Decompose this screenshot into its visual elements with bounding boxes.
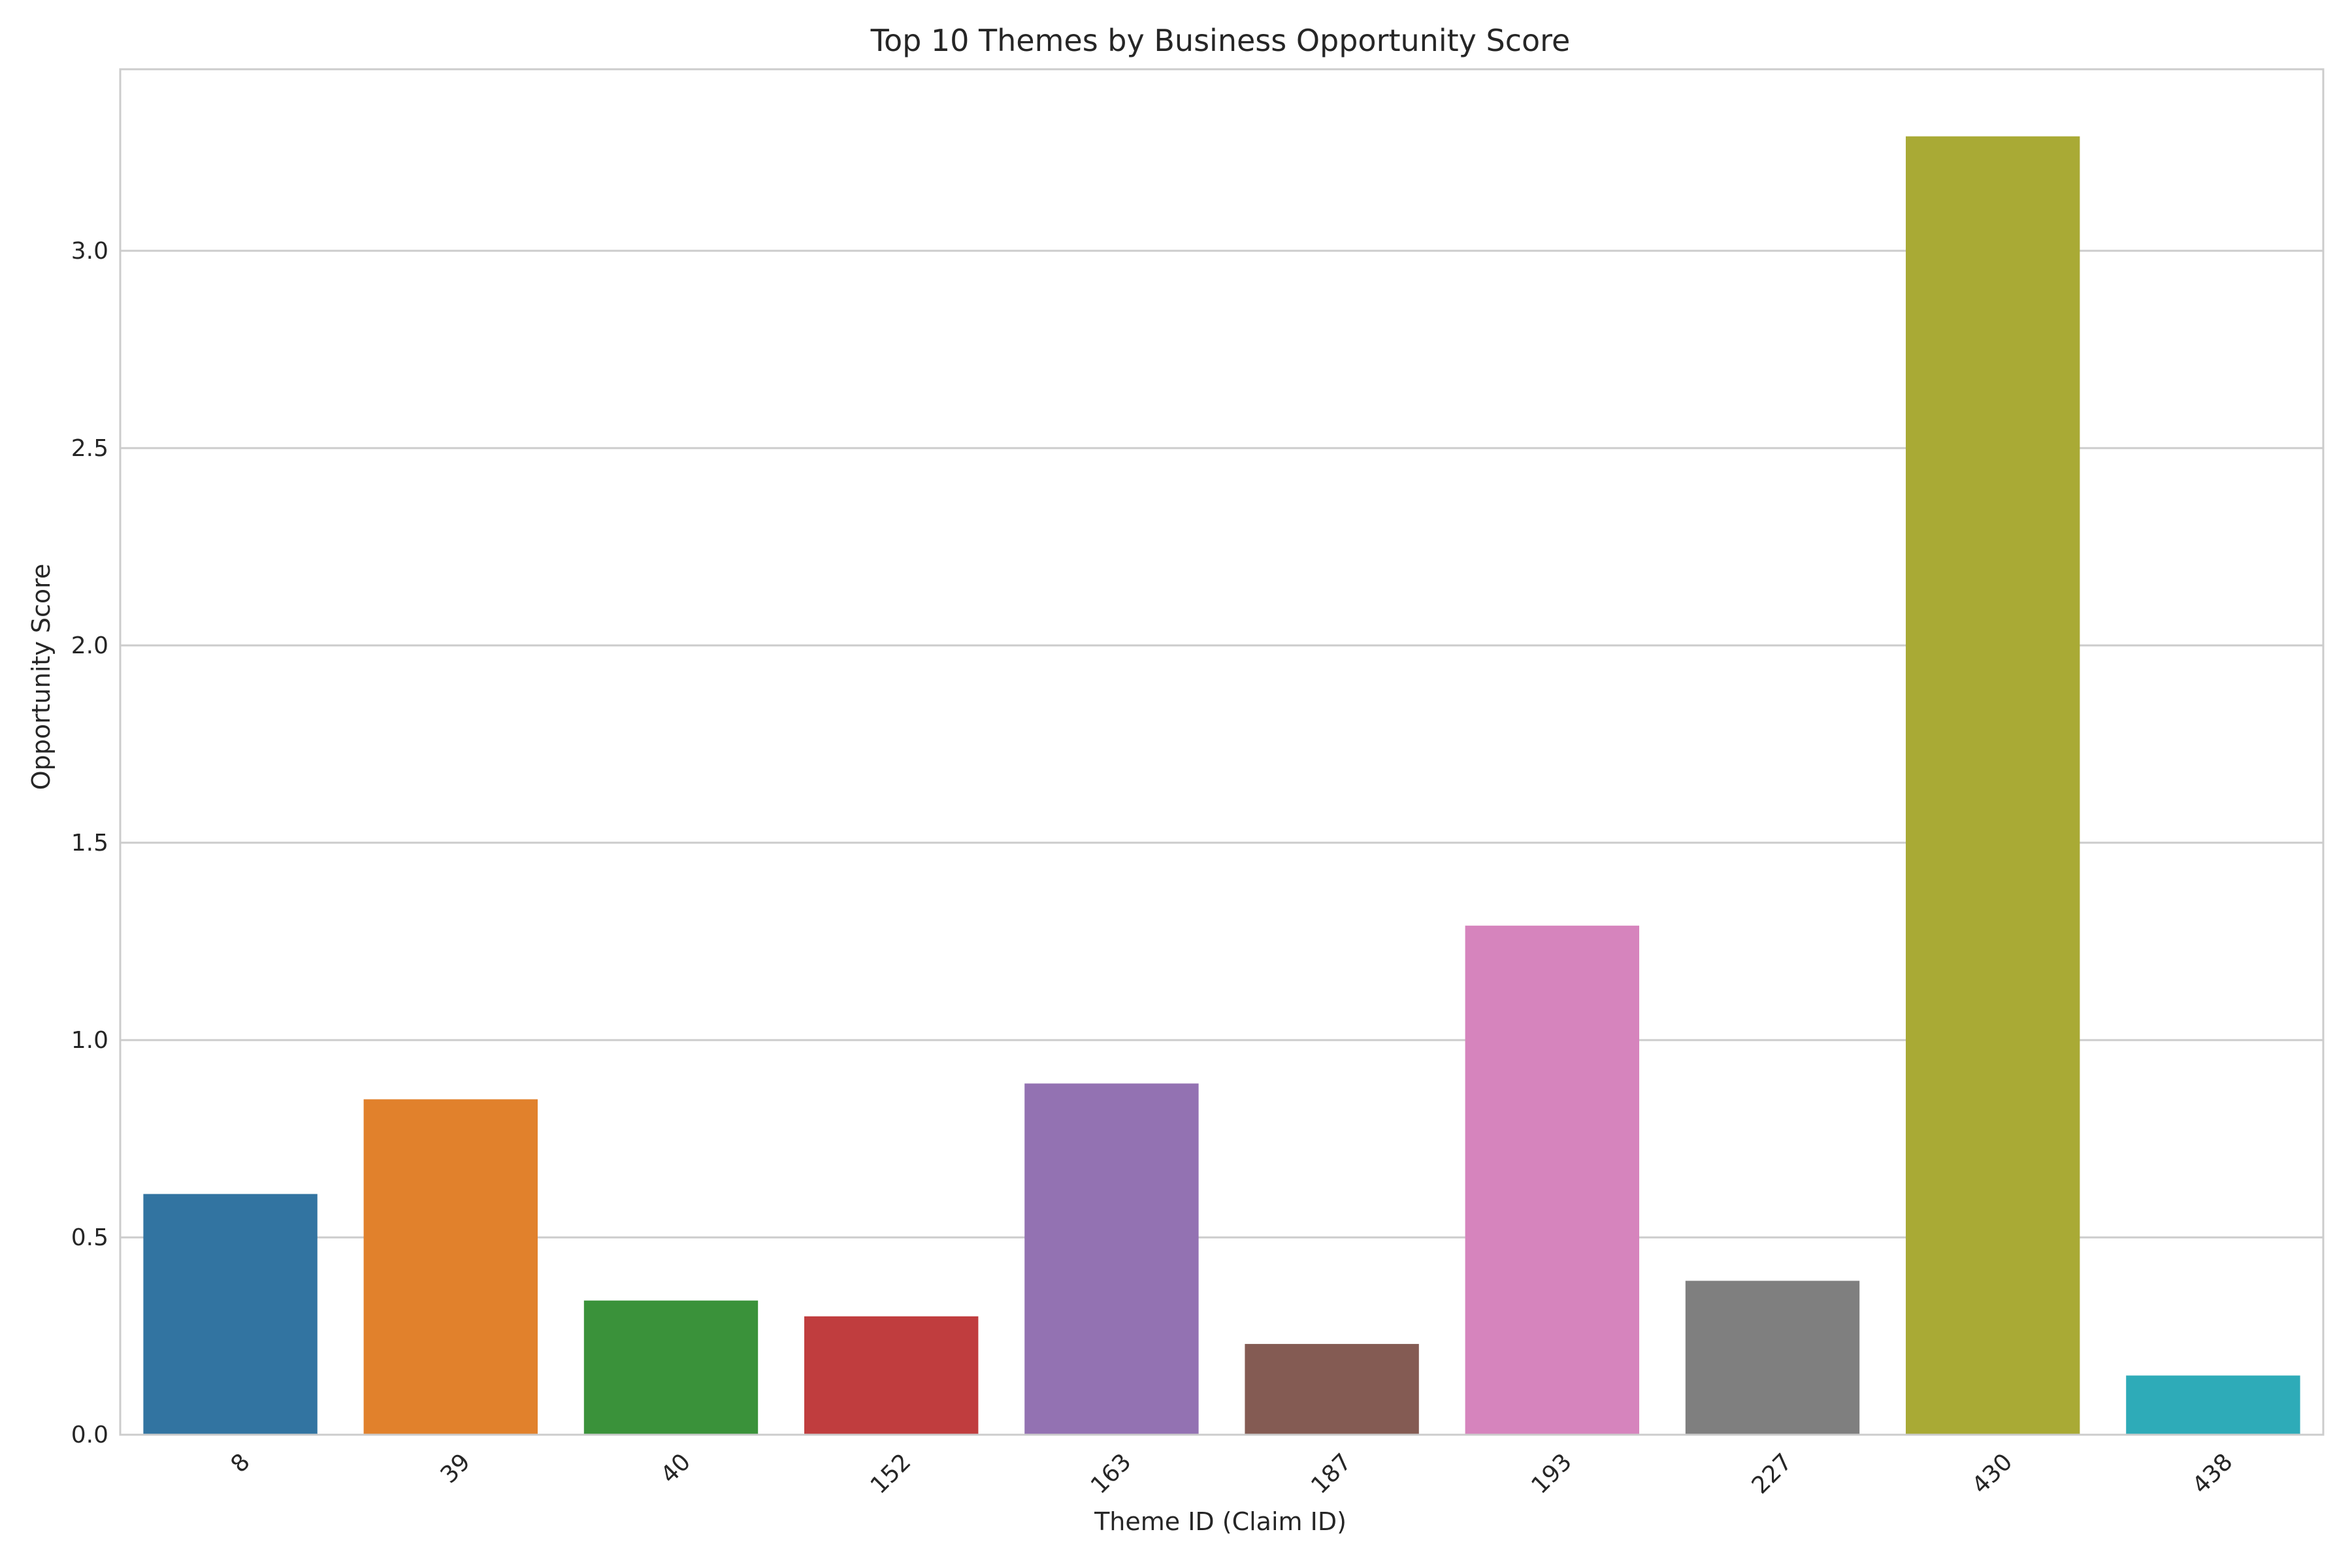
x-axis-title: Theme ID (Claim ID) [1094,1507,1347,1536]
bar-39 [363,1099,538,1435]
y-tick-label: 0.0 [71,1422,108,1448]
y-tick-labels: 0.0 0.5 1.0 1.5 2.0 2.5 3.0 [71,238,108,1448]
x-tick-label: 40 [656,1448,696,1488]
bar-430 [1906,136,2080,1435]
x-tick-label: 39 [436,1448,476,1488]
bar-193 [1465,925,1639,1435]
x-tick-labels: 8 39 40 152 163 187 193 227 430 438 [226,1448,2238,1499]
bar-40 [583,1300,759,1435]
x-tick-label: 193 [1526,1448,1577,1499]
y-axis-title: Opportunity Score [27,564,56,791]
bar-8 [143,1194,318,1435]
x-tick-label: 227 [1747,1448,1798,1499]
y-tick-label: 3.0 [71,238,108,265]
x-tick-label: 430 [1967,1448,2018,1499]
plot-frame [119,68,2325,1436]
x-tick-label: 152 [866,1448,917,1499]
y-tick-label: 0.5 [71,1224,108,1251]
y-tick-label: 1.5 [71,830,108,857]
bars [143,136,2300,1435]
x-tick-label: 187 [1306,1448,1357,1499]
bar-187 [1245,1344,1419,1435]
y-tick-label: 1.0 [71,1027,108,1054]
x-tick-label: 8 [226,1448,255,1478]
x-tick-label: 163 [1086,1448,1137,1499]
chart-title: Top 10 Themes by Business Opportunity Sc… [870,23,1571,58]
bar-438 [2126,1375,2300,1435]
bar-163 [1024,1083,1199,1435]
bar-227 [1685,1281,1860,1435]
x-tick-label: 438 [2187,1448,2238,1499]
y-tick-label: 2.0 [71,632,108,659]
y-tick-label: 2.5 [71,435,108,462]
bar-152 [804,1316,979,1435]
